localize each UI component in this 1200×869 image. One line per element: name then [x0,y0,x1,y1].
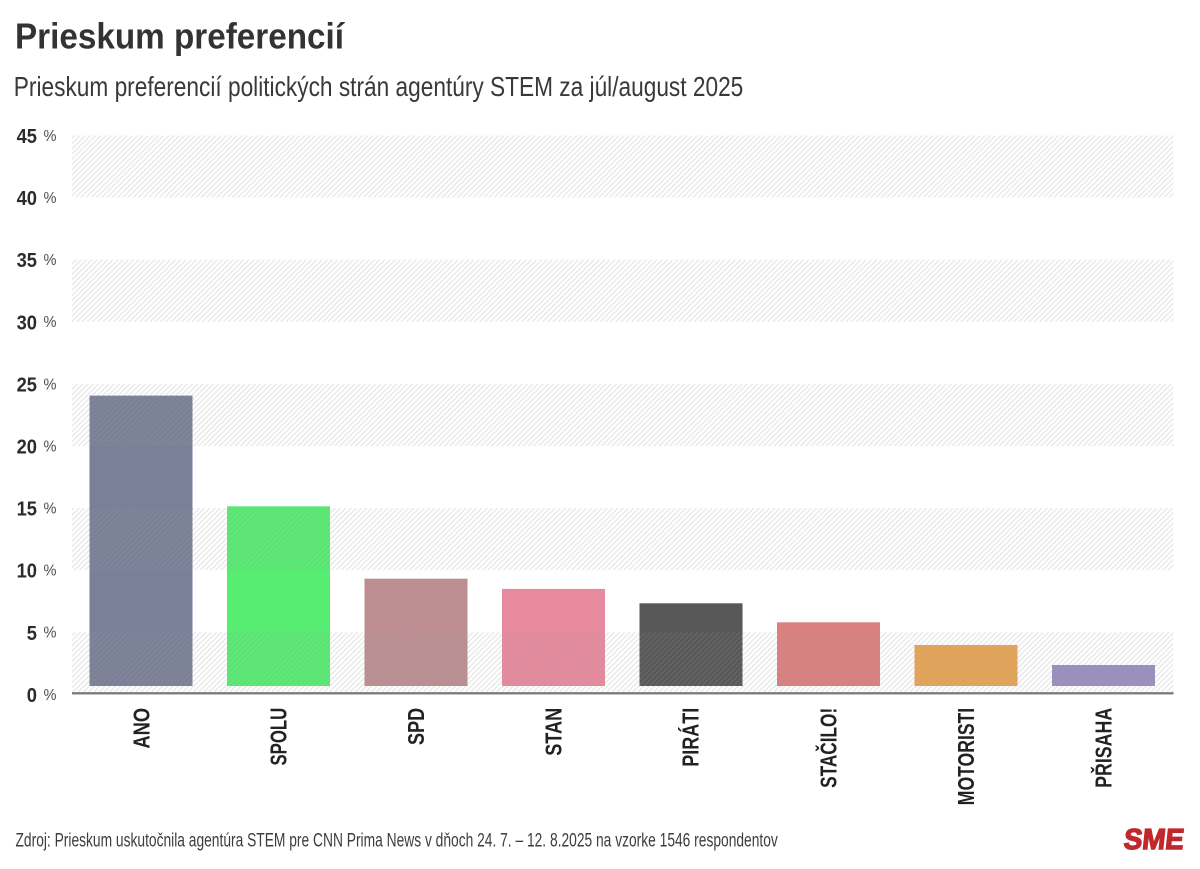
svg-text:%: % [44,625,57,642]
svg-text:40: 40 [17,187,37,210]
svg-text:%: % [44,314,57,331]
svg-text:Prieskum preferencií politický: Prieskum preferencií politických strán a… [14,71,744,102]
svg-text:PIRÁTI: PIRÁTI [677,708,704,767]
svg-text:STAČILO!: STAČILO! [814,708,841,788]
svg-text:%: % [44,128,57,145]
svg-text:ANO: ANO [128,708,154,749]
svg-text:%: % [44,190,57,207]
svg-text:10: 10 [17,560,37,583]
svg-text:SPD: SPD [403,708,429,745]
svg-text:%: % [44,563,57,580]
svg-text:SME: SME [1122,824,1185,856]
svg-text:25: 25 [17,373,37,396]
svg-text:0: 0 [27,684,37,707]
svg-text:%: % [44,252,57,269]
svg-text:Prieskum preferencií: Prieskum preferencií [15,15,345,56]
svg-text:5: 5 [27,622,37,645]
svg-text:Zdroj: Prieskum uskutočnila ag: Zdroj: Prieskum uskutočnila agentúra STE… [16,830,779,851]
svg-text:30: 30 [17,311,37,334]
svg-text:%: % [44,438,57,455]
svg-text:PŘISAHA: PŘISAHA [1089,708,1116,788]
svg-text:45: 45 [17,125,37,148]
svg-text:STAN: STAN [540,708,566,756]
svg-text:%: % [44,376,57,393]
svg-text:35: 35 [17,249,37,272]
svg-text:MOTORISTI: MOTORISTI [953,708,979,805]
svg-text:%: % [44,687,57,704]
svg-text:SPOLU: SPOLU [266,708,292,766]
svg-text:20: 20 [17,436,37,459]
svg-text:%: % [44,501,57,518]
svg-text:15: 15 [17,498,37,521]
